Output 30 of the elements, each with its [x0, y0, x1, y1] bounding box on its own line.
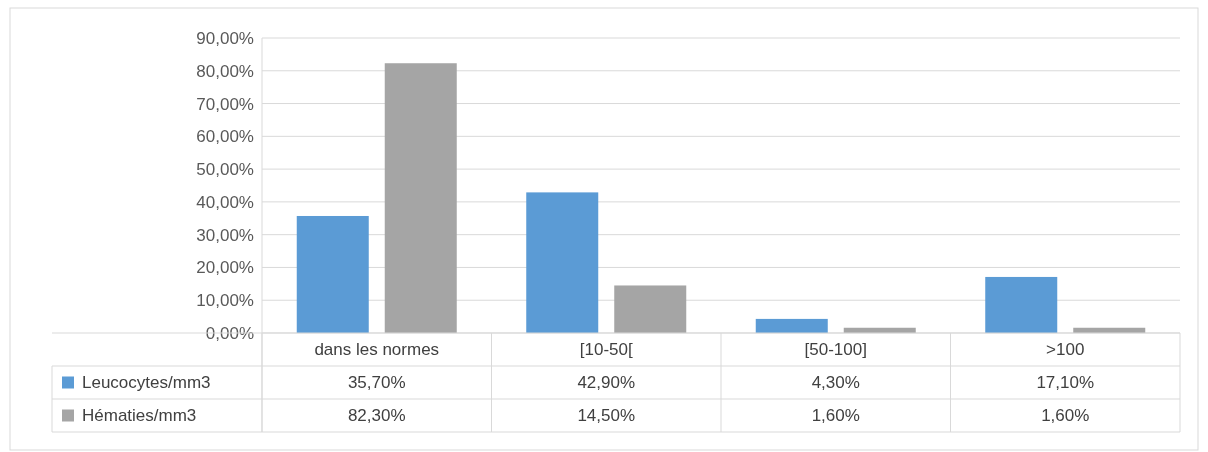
data-label: 14,50%: [577, 406, 636, 426]
bar: [384, 63, 457, 333]
data-label: 82,30%: [347, 406, 406, 426]
bar: [614, 285, 687, 333]
y-tick-label: 30,00%: [196, 225, 254, 245]
y-tick-label: 50,00%: [196, 160, 254, 180]
bar: [985, 276, 1058, 333]
x-tick-label: dans les normes: [314, 340, 440, 360]
x-tick-label: [10-50[: [579, 340, 633, 360]
data-label: 4,30%: [811, 373, 860, 393]
y-tick-label: 70,00%: [196, 94, 254, 114]
data-label: 35,70%: [347, 373, 406, 393]
legend-label: Leucocytes/mm3: [82, 373, 211, 393]
data-label: 42,90%: [577, 373, 636, 393]
y-tick-label: 0,00%: [205, 323, 254, 343]
legend-label: Hématies/mm3: [82, 406, 197, 426]
x-tick-label: >100: [1046, 340, 1085, 360]
bar: [526, 192, 599, 333]
bar: [296, 215, 369, 333]
y-tick-label: 10,00%: [196, 291, 254, 311]
data-label: 1,60%: [811, 406, 860, 426]
y-tick-label: 90,00%: [196, 28, 254, 48]
y-tick-label: 60,00%: [196, 127, 254, 147]
y-tick-label: 80,00%: [196, 61, 254, 81]
data-label: 17,10%: [1036, 373, 1095, 393]
data-label: 1,60%: [1041, 406, 1090, 426]
y-tick-label: 20,00%: [196, 258, 254, 278]
x-tick-label: [50-100]: [804, 340, 867, 360]
y-tick-label: 40,00%: [196, 192, 254, 212]
bar: [755, 318, 828, 333]
